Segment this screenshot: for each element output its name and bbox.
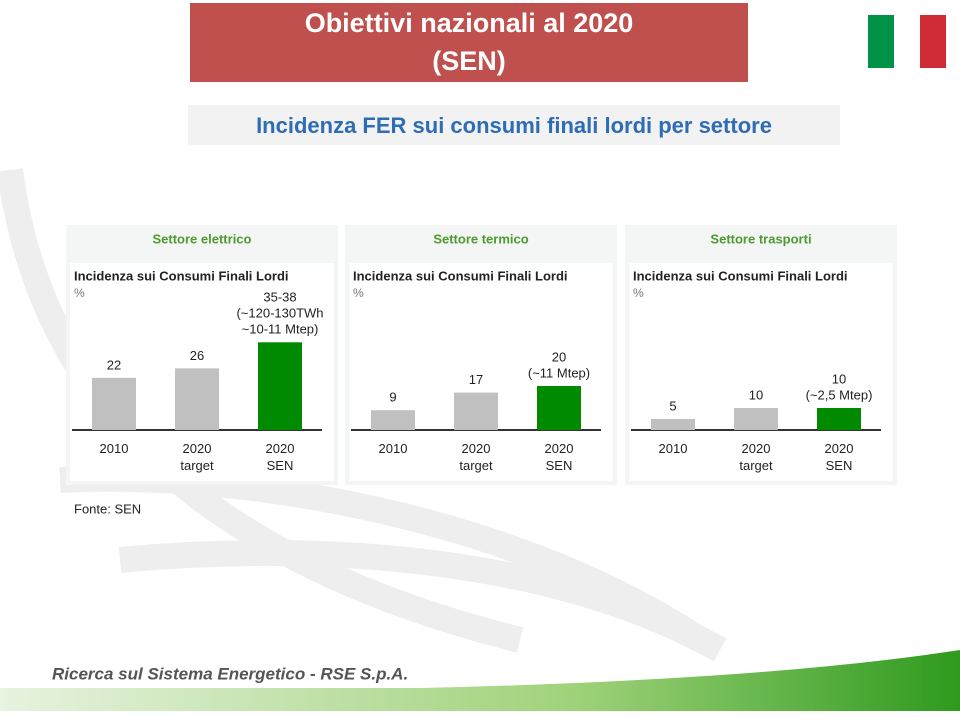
unit-label: %	[353, 286, 364, 300]
value-label: 10	[749, 387, 763, 402]
flag	[868, 15, 946, 68]
value-label: 10	[832, 371, 846, 386]
x-tick-label: 2020 target	[739, 441, 773, 473]
heading: Incidenza FER sui consumi finali lordi p…	[256, 113, 772, 138]
header-box	[190, 3, 748, 82]
footer-band	[0, 650, 960, 692]
footer-band	[0, 688, 960, 711]
value-label: 35-38	[263, 290, 296, 305]
source: Fonte: SEN	[74, 501, 141, 516]
bar	[92, 377, 136, 430]
panel-title: Settore elettrico	[153, 231, 252, 246]
value-label: 22	[107, 357, 121, 372]
charts: Settore elettrico Incidenza sui Consumi F…	[66, 225, 897, 485]
bar	[734, 408, 778, 430]
bar	[454, 392, 498, 430]
x-tick-label: 2010	[379, 441, 408, 456]
heading-box	[188, 105, 840, 145]
x-tick-label: 2020 SEN	[825, 441, 854, 473]
value-label: 5	[669, 398, 676, 413]
panel-title: Settore trasporti	[710, 231, 811, 246]
bar	[537, 386, 581, 430]
value-note: (~2,5 Mtep)	[806, 387, 873, 402]
x-tick-label: 2010	[659, 441, 688, 456]
unit-label: %	[633, 286, 644, 300]
x-tick-label: 2020 SEN	[545, 441, 574, 473]
panel-subtitle: Incidenza sui Consumi Finali Lordi	[353, 268, 568, 283]
panel-subtitle: Incidenza sui Consumi Finali Lordi	[633, 268, 848, 283]
bar	[175, 368, 219, 430]
x-tick-label: 2020 SEN	[266, 441, 295, 473]
panel-plot	[629, 263, 893, 481]
bar	[371, 410, 415, 430]
header-title: Obiettivi nazionali al 2020	[305, 8, 634, 38]
unit-label: %	[74, 286, 85, 300]
value-note: ~10-11 Mtep)	[242, 322, 319, 337]
x-tick-label: 2020 target	[459, 441, 493, 473]
panel-title: Settore termico	[433, 231, 528, 246]
bar	[817, 408, 861, 430]
value-label: 26	[190, 348, 204, 363]
value-label: 20	[552, 349, 566, 364]
panel-plot	[349, 263, 613, 481]
bar	[258, 342, 302, 430]
value-label: 9	[389, 390, 396, 405]
value-label: 17	[469, 372, 483, 387]
x-tick-label: 2010	[100, 441, 129, 456]
header-title: (SEN)	[432, 46, 506, 76]
footer: Ricerca sul Sistema Energetico - RSE S.p…	[52, 664, 408, 683]
value-note: (~11 Mtep)	[528, 365, 590, 380]
value-note: (~120-130TWh	[236, 306, 323, 321]
x-tick-label: 2020 target	[180, 441, 214, 473]
bar	[651, 419, 695, 430]
panel-subtitle: Incidenza sui Consumi Finali Lordi	[74, 268, 289, 283]
